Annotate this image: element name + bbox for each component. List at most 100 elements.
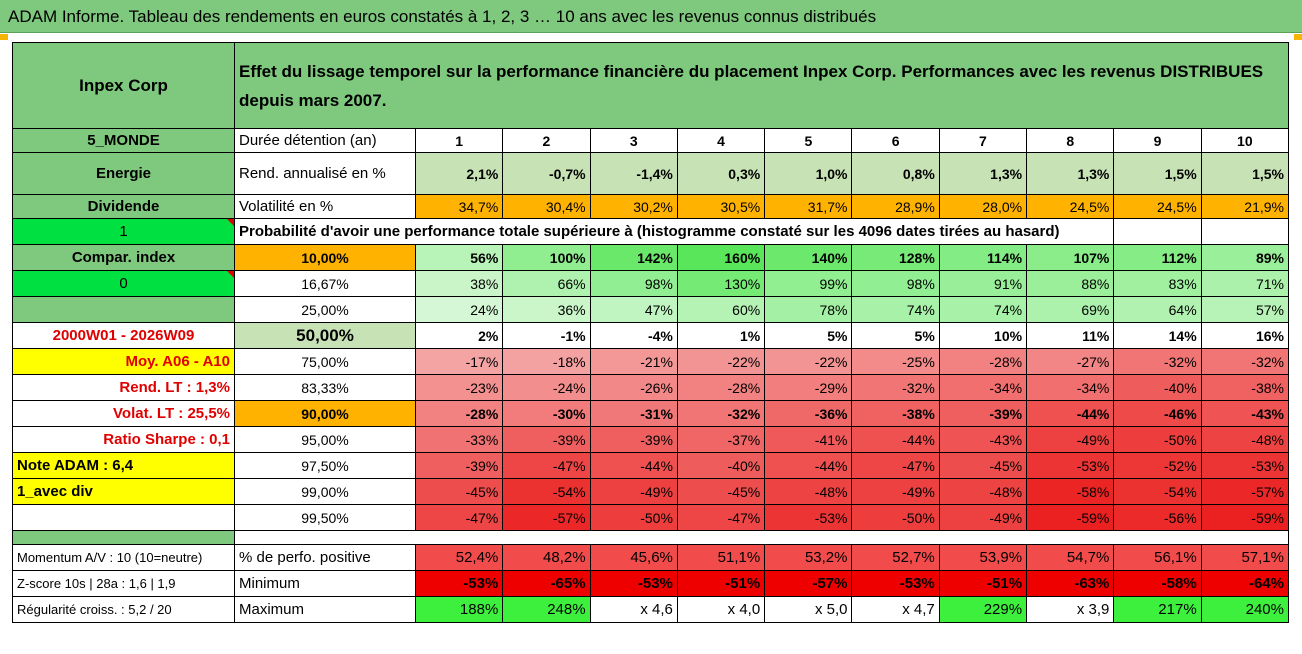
- row-label: 97,50%: [234, 452, 416, 479]
- stats-value-cell: 52,4%: [414, 544, 504, 571]
- value-cell: -44%: [1026, 400, 1115, 427]
- stats-value-cell: 54,7%: [1026, 544, 1115, 571]
- row-label: 25,00%: [234, 296, 416, 323]
- value-cell: -59%: [1026, 504, 1115, 531]
- corner-marker-left: [0, 34, 8, 40]
- value-cell: -33%: [414, 426, 504, 453]
- value-cell: -28%: [938, 348, 1028, 375]
- row-left-label: 0: [12, 270, 235, 297]
- value-cell: 28,0%: [938, 194, 1028, 219]
- table-row: Dividende Volatilité en % 34,7% 30,4% 30,2% 3…: [12, 194, 1289, 219]
- table-row: Volat. LT : 25,5% 90,00% -28% -30% -31% -32% -…: [12, 400, 1289, 427]
- value-cell: -34%: [1026, 374, 1115, 401]
- table-row: 1_avec div 99,00% -45% -54% -49% -45% -48% -49%…: [12, 478, 1289, 505]
- value-cell: -32%: [851, 374, 940, 401]
- value-cell: -28%: [676, 374, 766, 401]
- value-cell: 1,3%: [938, 152, 1028, 195]
- row-label: 75,00%: [234, 348, 416, 375]
- value-cell: -49%: [589, 478, 678, 505]
- stats-left-label: Momentum A/V : 10 (10=neutre): [12, 544, 235, 571]
- value-cell: 71%: [1200, 270, 1289, 297]
- value-cell: 5%: [764, 322, 853, 349]
- value-cell: 0,3%: [676, 152, 766, 195]
- value-cell: 66%: [502, 270, 591, 297]
- row-left-label: [12, 296, 235, 323]
- value-cell: -39%: [414, 452, 504, 479]
- stats-row: Z-score 10s | 28a : 1,6 | 1,9 Minimum -53%…: [12, 570, 1289, 597]
- table-row: Ratio Sharpe : 0,1 95,00% -33% -39% -39% -37%…: [12, 426, 1289, 453]
- value-cell: -18%: [502, 348, 591, 375]
- value-cell: 142%: [589, 244, 678, 271]
- value-cell: -50%: [589, 504, 678, 531]
- stats-label: Maximum: [234, 596, 416, 623]
- value-cell: -22%: [764, 348, 853, 375]
- row-left-label: [12, 504, 235, 531]
- value-cell: 16%: [1200, 322, 1289, 349]
- value-cell: 34,7%: [414, 194, 504, 219]
- stats-value-cell: -53%: [589, 570, 678, 597]
- value-cell: -30%: [502, 400, 591, 427]
- value-cell: -50%: [851, 504, 940, 531]
- value-cell: 140%: [764, 244, 853, 271]
- value-cell: -46%: [1113, 400, 1202, 427]
- value-cell: 1,5%: [1200, 152, 1289, 195]
- year-header-cell: 3: [589, 128, 678, 153]
- row-label: Probabilité d'avoir une performance tota…: [233, 218, 1114, 245]
- value-cell: 1,3%: [1026, 152, 1115, 195]
- value-cell: 74%: [851, 296, 940, 323]
- value-cell: 24,5%: [1026, 194, 1115, 219]
- value-cell: -47%: [851, 452, 940, 479]
- value-cell: 30,2%: [589, 194, 678, 219]
- value-cell: -44%: [851, 426, 940, 453]
- row-left-label: Dividende: [12, 194, 235, 219]
- year-header-cell: 5: [764, 128, 853, 153]
- year-header-cell: 7: [938, 128, 1028, 153]
- value-cell: -50%: [1113, 426, 1202, 453]
- value-cell: -43%: [938, 426, 1028, 453]
- value-cell: 56%: [414, 244, 504, 271]
- value-cell: -1%: [502, 322, 591, 349]
- value-cell: 1,0%: [764, 152, 853, 195]
- row-left-label: Compar. index: [12, 244, 235, 271]
- row-label: 90,00%: [234, 400, 416, 427]
- value-cell: -47%: [502, 452, 591, 479]
- stats-left-label: Z-score 10s | 28a : 1,6 | 1,9: [12, 570, 235, 597]
- row-label: 99,50%: [234, 504, 416, 531]
- row-left-label: Ratio Sharpe : 0,1: [12, 426, 235, 453]
- year-header-cell: 1: [414, 128, 504, 153]
- row-left-label: Volat. LT : 25,5%: [12, 400, 235, 427]
- table-row: 99,50% -47% -57% -50% -47% -53% -50% -49% -59% -5…: [12, 504, 1289, 531]
- stats-value-cell: -65%: [502, 570, 591, 597]
- value-cell: 130%: [676, 270, 766, 297]
- value-cell: -45%: [676, 478, 766, 505]
- row-left-label: 1_avec div: [12, 478, 235, 505]
- value-cell: -25%: [851, 348, 940, 375]
- stats-value-cell: -58%: [1113, 570, 1202, 597]
- value-cell: -48%: [764, 478, 853, 505]
- year-header-cell: 2: [502, 128, 591, 153]
- stats-left-label: Régularité croiss. : 5,2 / 20: [12, 596, 235, 623]
- value-cell: 24,5%: [1113, 194, 1202, 219]
- table-row: 25,00% 24% 36% 47% 60% 78% 74% 74% 69% 64% 57%: [12, 296, 1289, 323]
- value-cell: 64%: [1113, 296, 1202, 323]
- value-cell: 5%: [851, 322, 940, 349]
- row-left-label: Rend. LT : 1,3%: [12, 374, 235, 401]
- value-cell: -1,4%: [589, 152, 678, 195]
- value-cell: -59%: [1200, 504, 1289, 531]
- value-cell: 100%: [502, 244, 591, 271]
- value-cell: 99%: [764, 270, 853, 297]
- value-cell: 21,9%: [1200, 194, 1289, 219]
- value-cell: -0,7%: [502, 152, 591, 195]
- value-cell: -47%: [676, 504, 766, 531]
- value-cell: -37%: [676, 426, 766, 453]
- table-row: Rend. LT : 1,3% 83,33% -23% -24% -26% -28% -29…: [12, 374, 1289, 401]
- row-label: 99,00%: [234, 478, 416, 505]
- value-cell: -47%: [414, 504, 504, 531]
- stats-value-cell: 229%: [938, 596, 1028, 623]
- value-cell: -45%: [414, 478, 504, 505]
- value-cell: -48%: [1200, 426, 1289, 453]
- stats-value-cell: 53,9%: [938, 544, 1028, 571]
- value-cell: 160%: [676, 244, 766, 271]
- value-cell: 2%: [414, 322, 504, 349]
- value-cell: -32%: [676, 400, 766, 427]
